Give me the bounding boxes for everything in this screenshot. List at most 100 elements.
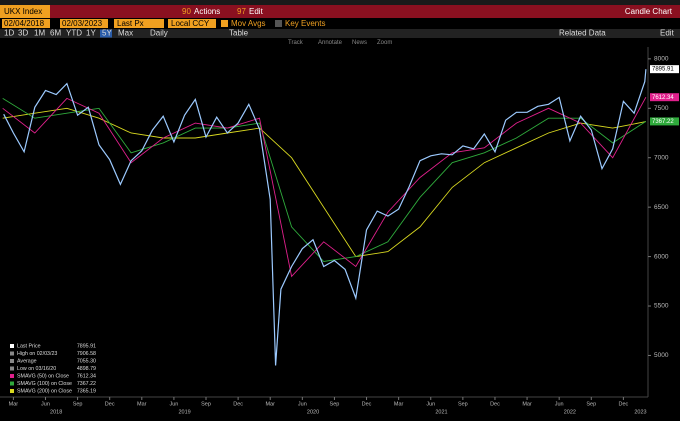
x-tick-label: Mar	[137, 401, 147, 407]
legend-label: High on 02/03/23	[17, 351, 57, 357]
last-value-label: 7895.91	[652, 67, 674, 73]
legend-swatch	[10, 374, 14, 378]
x-tick-label: Sep	[73, 401, 83, 407]
legend-value: 7365.19	[77, 388, 96, 394]
year-label: 2022	[564, 409, 576, 415]
start-date: 02/04/2018	[4, 19, 45, 28]
ticker-box[interactable]	[0, 5, 50, 18]
tool-button[interactable]: Track	[288, 40, 304, 46]
x-tick-label: Dec	[233, 401, 243, 407]
year-label: 2020	[307, 409, 319, 415]
x-tick-label: Jun	[555, 401, 564, 407]
x-tick-label: Mar	[394, 401, 404, 407]
edit-button[interactable]: Edit	[660, 29, 675, 38]
legend-label: SMAVG (50) on Close	[17, 373, 69, 379]
last-value-label: 7367.22	[652, 119, 674, 125]
y-tick-label: 6000	[654, 253, 669, 260]
price-field-box[interactable]	[114, 19, 164, 28]
last-value-tag	[650, 65, 679, 74]
y-tick-label: 8000	[654, 56, 669, 63]
ticker: UKX Index	[4, 7, 42, 16]
edit-menu[interactable]: Edit	[249, 7, 264, 16]
period-button[interactable]: 5Y	[102, 29, 112, 38]
legend-label: Low on 03/16/20	[17, 366, 56, 372]
price-line	[3, 69, 647, 366]
end-date: 02/03/2023	[62, 19, 103, 28]
legend-label: SMAVG (200) on Close	[17, 388, 72, 394]
legend-value: 7055.30	[77, 358, 96, 364]
x-tick-label: Mar	[265, 401, 275, 407]
moving-average	[2, 98, 647, 262]
legend-value: 4898.79	[77, 366, 96, 372]
x-tick-label: Jun	[298, 401, 307, 407]
year-label: 2023	[634, 409, 646, 415]
year-label: 2019	[178, 409, 190, 415]
legend-box	[6, 340, 100, 395]
x-tick-label: Sep	[458, 401, 468, 407]
period-button[interactable]: 1D	[4, 29, 14, 38]
start-field[interactable]	[2, 19, 50, 28]
actions-menu[interactable]: Actions	[194, 7, 220, 16]
y-tick-label: 7500	[654, 105, 669, 112]
actions-num: 90	[182, 7, 191, 16]
tool-button[interactable]: Zoom	[377, 40, 392, 46]
moving-average	[2, 96, 647, 278]
y-tick-label: 6500	[654, 204, 669, 211]
key-events-check[interactable]	[275, 20, 282, 27]
frequency[interactable]: Daily	[150, 29, 168, 38]
x-tick-label: Sep	[201, 401, 211, 407]
key-events: Key Events	[285, 19, 325, 28]
mov-avgs-check[interactable]	[221, 20, 228, 27]
y-tick-label: 7000	[654, 154, 669, 161]
legend-swatch	[10, 389, 14, 393]
related-data[interactable]: Related Data	[559, 29, 606, 38]
end-field[interactable]	[60, 19, 108, 28]
last-value-label: 7612.34	[652, 95, 674, 101]
table-button[interactable]: Table	[229, 29, 249, 38]
chart-kind: Candle Chart	[625, 7, 673, 16]
legend-value: 7367.22	[77, 381, 96, 387]
y-tick-label: 5500	[654, 303, 669, 310]
period-selected	[100, 29, 112, 38]
x-tick-label: Sep	[586, 401, 596, 407]
x-tick-label: Jun	[169, 401, 178, 407]
legend-swatch	[10, 351, 14, 356]
tool-button[interactable]: News	[352, 40, 367, 46]
period-button[interactable]: Max	[118, 29, 133, 38]
price-field: Last Px	[117, 19, 144, 28]
x-tick-label: Dec	[490, 401, 500, 407]
x-tick-label: Mar	[522, 401, 532, 407]
mov-avgs: Mov Avgs	[231, 19, 266, 28]
period-button[interactable]: 1M	[34, 29, 45, 38]
year-label: 2021	[435, 409, 447, 415]
tool-button[interactable]: Annotate	[318, 40, 343, 46]
legend-swatch	[10, 366, 14, 371]
last-value-tag	[650, 117, 679, 126]
period-button[interactable]: YTD	[66, 29, 82, 38]
legend-value: 7612.34	[77, 373, 96, 379]
moving-average	[2, 107, 646, 258]
last-value-tag	[650, 93, 679, 102]
legend-label: Last Price	[17, 343, 41, 349]
legend-label: SMAVG (100) on Close	[17, 381, 72, 387]
edit-num: 97	[237, 7, 246, 16]
period-button[interactable]: 1Y	[86, 29, 96, 38]
legend-swatch	[10, 381, 14, 386]
x-tick-label: Mar	[9, 401, 19, 407]
period-button[interactable]: 6M	[50, 29, 61, 38]
currency: Local CCY	[171, 19, 210, 28]
title-bar	[0, 5, 680, 18]
legend-swatch	[10, 344, 14, 348]
legend-value: 7895.91	[77, 343, 96, 349]
top-strip	[0, 0, 680, 5]
legend-value: 7906.58	[77, 351, 96, 357]
currency-box[interactable]	[168, 19, 216, 28]
toolbar	[0, 29, 680, 38]
year-label: 2018	[50, 409, 62, 415]
y-tick-label: 5000	[654, 352, 669, 359]
x-tick-label: Jun	[41, 401, 50, 407]
x-tick-label: Jun	[426, 401, 435, 407]
x-tick-label: Dec	[362, 401, 372, 407]
period-button[interactable]: 3D	[18, 29, 28, 38]
